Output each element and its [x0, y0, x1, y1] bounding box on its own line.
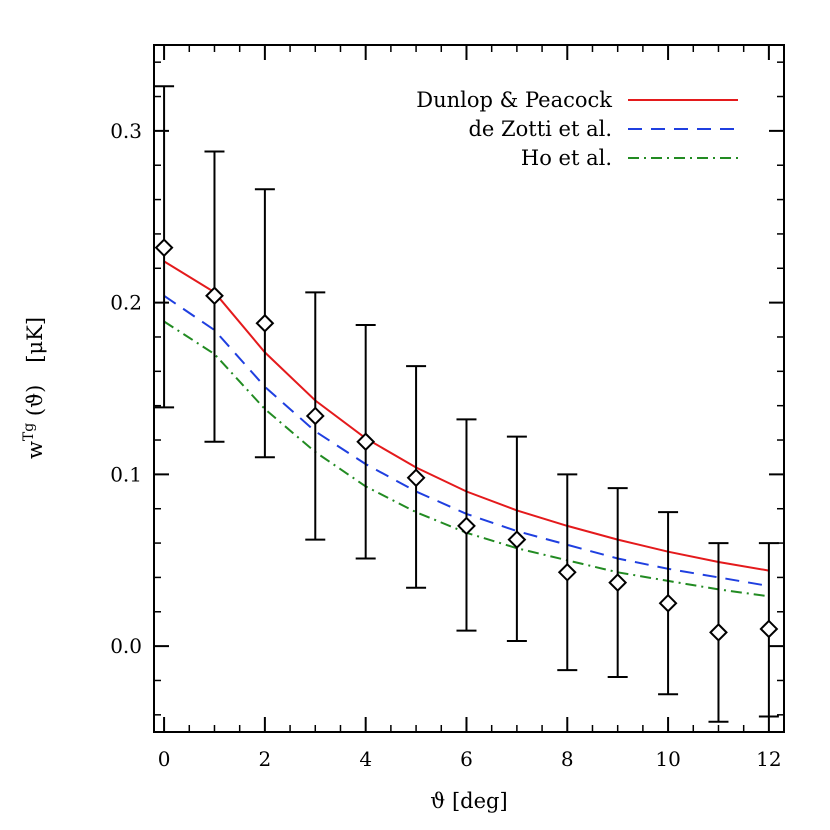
x-tick-label: 10 [655, 747, 680, 771]
data-markers [154, 238, 779, 642]
data-point [205, 286, 224, 306]
data-point [759, 619, 779, 639]
data-point [154, 238, 174, 258]
legend-label: de Zotti et al. [468, 117, 612, 141]
x-tick-label: 2 [259, 747, 272, 771]
y-tick-label: 0.3 [110, 119, 142, 143]
legend-label: Dunlop & Peacock [416, 88, 612, 112]
plot-frame [153, 44, 785, 733]
data-point [709, 622, 728, 642]
data-point [658, 593, 678, 613]
major-ticks [154, 45, 784, 732]
y-axis-label: wTg (ϑ) [μK] [21, 317, 47, 459]
legend-label: Ho et al. [521, 146, 612, 170]
y-axis-label-unit: [μK] [23, 317, 47, 363]
data-point [406, 468, 426, 488]
x-tick-label: 8 [561, 747, 574, 771]
y-tick-label: 0.1 [110, 462, 142, 486]
data-point [608, 573, 628, 592]
y-axis-label-argument: (ϑ) [23, 385, 47, 423]
x-tick-labels: 0 2 4 6 8 10 12 [158, 747, 782, 771]
x-tick-label: 0 [158, 747, 171, 771]
y-tick-label: 0.0 [110, 634, 142, 658]
x-axis-label: ϑ [deg] [430, 789, 507, 813]
x-tick-label: 6 [460, 747, 473, 771]
y-axis-label-main: w [23, 441, 47, 459]
y-tick-label: 0.2 [110, 291, 142, 315]
error-bars [154, 85, 779, 723]
data-point [255, 313, 275, 333]
x-tick-label: 4 [359, 747, 372, 771]
legend: Dunlop & Peacock de Zotti et al. Ho et al. [416, 88, 738, 170]
data-point [557, 562, 577, 582]
x-tick-label: 12 [756, 747, 781, 771]
data-point [457, 516, 476, 536]
data-point [507, 530, 527, 550]
data-point [356, 432, 376, 452]
y-axis-label-superscript: Tg [21, 423, 37, 441]
minor-ticks [154, 45, 784, 732]
data-point [305, 406, 325, 426]
y-tick-labels: 0.0 0.1 0.2 0.3 [110, 119, 142, 658]
